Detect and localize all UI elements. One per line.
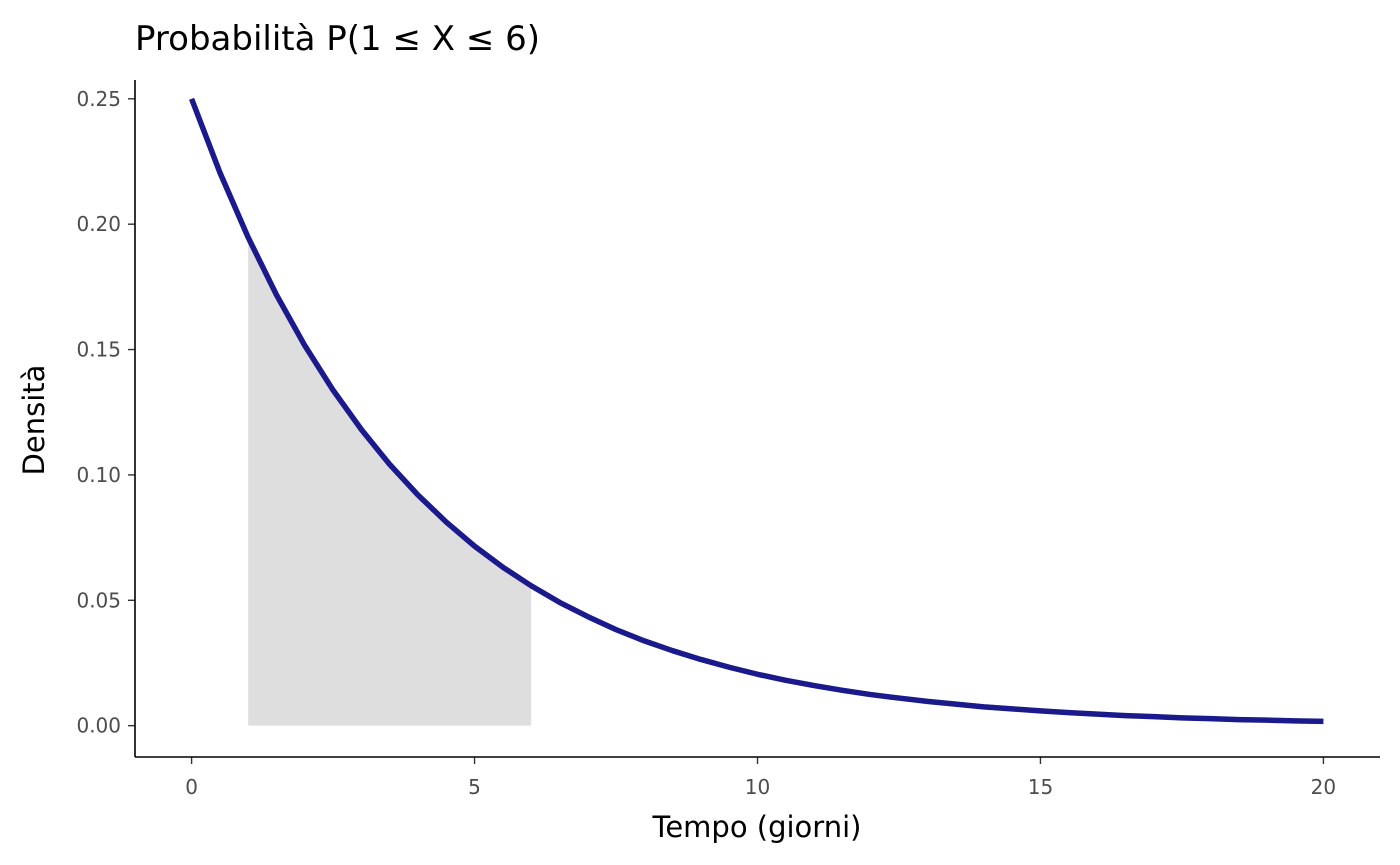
y-tick-label: 0.15 (76, 338, 121, 362)
y-tick-label: 0.10 (76, 463, 121, 487)
y-tick-label: 0.20 (76, 212, 121, 236)
y-axis-title: Densità (17, 365, 51, 476)
chart-title: Probabilità P(1 ≤ X ≤ 6) (135, 19, 540, 59)
y-tick-label: 0.05 (76, 588, 121, 612)
x-tick-label: 20 (1311, 775, 1336, 799)
x-tick-label: 0 (185, 775, 198, 799)
shaded-probability-area (248, 237, 532, 726)
plot-area (189, 97, 1324, 726)
y-axis-ticks: 0.00 0.05 0.10 0.15 0.20 0.25 (76, 87, 135, 738)
x-axis-ticks: 0 5 10 15 20 (185, 757, 1336, 799)
y-tick-label: 0.00 (76, 714, 121, 738)
x-tick-label: 5 (468, 775, 481, 799)
density-curve (189, 97, 1324, 725)
x-axis-title: Tempo (giorni) (652, 810, 862, 844)
y-tick-label: 0.25 (76, 87, 121, 111)
x-tick-label: 10 (745, 775, 770, 799)
x-tick-label: 15 (1028, 775, 1053, 799)
